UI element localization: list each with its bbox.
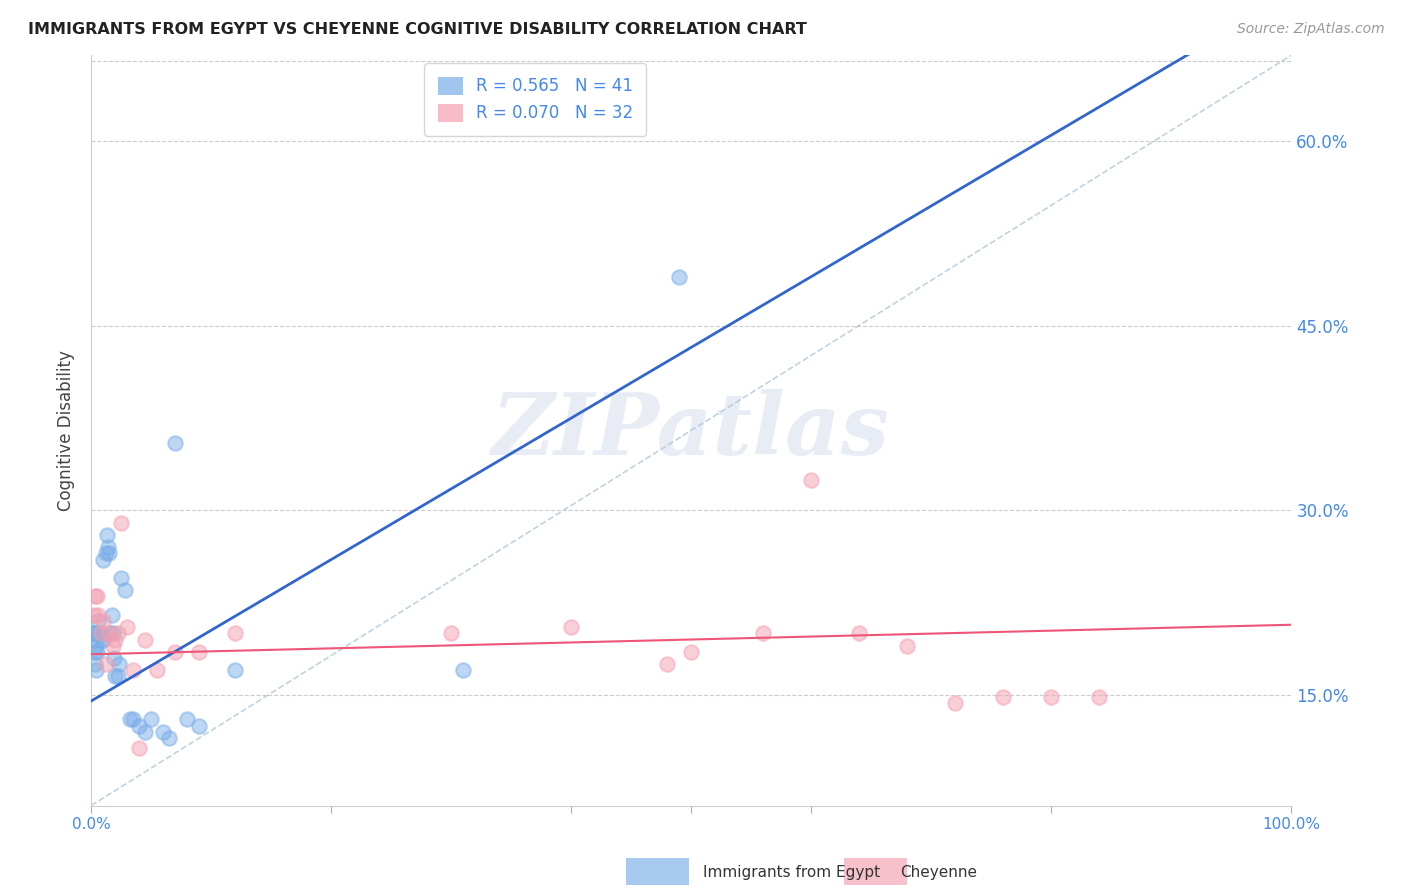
Point bbox=[993, 690, 1015, 705]
Point bbox=[98, 546, 121, 560]
Point bbox=[83, 632, 105, 647]
Point bbox=[681, 645, 703, 659]
Point bbox=[943, 697, 966, 711]
Point bbox=[146, 663, 169, 677]
Point bbox=[224, 663, 246, 677]
Point bbox=[83, 590, 105, 604]
Point bbox=[87, 607, 110, 622]
Point bbox=[451, 663, 474, 677]
Point bbox=[84, 639, 107, 653]
Point bbox=[83, 607, 105, 622]
Point bbox=[1040, 690, 1063, 705]
Point bbox=[84, 663, 107, 677]
Point bbox=[896, 639, 918, 653]
Point bbox=[752, 626, 775, 640]
Point bbox=[94, 546, 117, 560]
Point bbox=[560, 620, 582, 634]
Point bbox=[83, 626, 105, 640]
Point bbox=[134, 724, 156, 739]
Point bbox=[141, 713, 163, 727]
Point bbox=[1088, 690, 1111, 705]
Text: IMMIGRANTS FROM EGYPT VS CHEYENNE COGNITIVE DISABILITY CORRELATION CHART: IMMIGRANTS FROM EGYPT VS CHEYENNE COGNIT… bbox=[28, 22, 807, 37]
Point bbox=[165, 435, 187, 450]
Point bbox=[128, 718, 150, 732]
Point bbox=[114, 583, 136, 598]
Point bbox=[107, 657, 129, 672]
Point bbox=[91, 632, 114, 647]
Point bbox=[107, 626, 129, 640]
Point bbox=[134, 632, 156, 647]
Point bbox=[122, 713, 145, 727]
Point bbox=[91, 552, 114, 566]
Point bbox=[86, 626, 108, 640]
Point bbox=[94, 657, 117, 672]
Point bbox=[115, 620, 138, 634]
Point bbox=[87, 614, 110, 628]
Point bbox=[224, 626, 246, 640]
Point bbox=[188, 718, 211, 732]
Text: Source: ZipAtlas.com: Source: ZipAtlas.com bbox=[1237, 22, 1385, 37]
Point bbox=[110, 571, 132, 585]
Point bbox=[104, 669, 127, 683]
Point bbox=[152, 724, 174, 739]
Point bbox=[657, 657, 679, 672]
Point bbox=[440, 626, 463, 640]
Point bbox=[107, 669, 129, 683]
Point bbox=[104, 632, 127, 647]
Point bbox=[118, 713, 141, 727]
Point bbox=[157, 731, 180, 745]
Point bbox=[91, 632, 114, 647]
Point bbox=[668, 269, 690, 284]
Text: Cheyenne: Cheyenne bbox=[900, 865, 977, 880]
Point bbox=[122, 663, 145, 677]
Point bbox=[101, 639, 124, 653]
Point bbox=[110, 516, 132, 530]
Point bbox=[848, 626, 870, 640]
Legend: R = 0.565   N = 41, R = 0.070   N = 32: R = 0.565 N = 41, R = 0.070 N = 32 bbox=[425, 63, 647, 136]
Point bbox=[83, 626, 105, 640]
Point bbox=[176, 713, 198, 727]
Point bbox=[86, 590, 108, 604]
Point bbox=[83, 657, 105, 672]
Point bbox=[96, 528, 118, 542]
Point bbox=[800, 473, 823, 487]
Point bbox=[86, 645, 108, 659]
Point bbox=[128, 740, 150, 755]
Point bbox=[90, 626, 112, 640]
Point bbox=[98, 626, 121, 640]
Point bbox=[83, 645, 105, 659]
Y-axis label: Cognitive Disability: Cognitive Disability bbox=[58, 350, 75, 511]
Point bbox=[100, 607, 122, 622]
Point bbox=[165, 645, 187, 659]
Point bbox=[91, 614, 114, 628]
Point bbox=[90, 626, 112, 640]
Point bbox=[98, 626, 121, 640]
Point bbox=[89, 626, 111, 640]
Text: ZIPatlas: ZIPatlas bbox=[492, 389, 890, 472]
Point bbox=[188, 645, 211, 659]
Point bbox=[103, 651, 125, 665]
Point bbox=[97, 540, 120, 554]
Point bbox=[101, 626, 124, 640]
Text: Immigrants from Egypt: Immigrants from Egypt bbox=[703, 865, 880, 880]
